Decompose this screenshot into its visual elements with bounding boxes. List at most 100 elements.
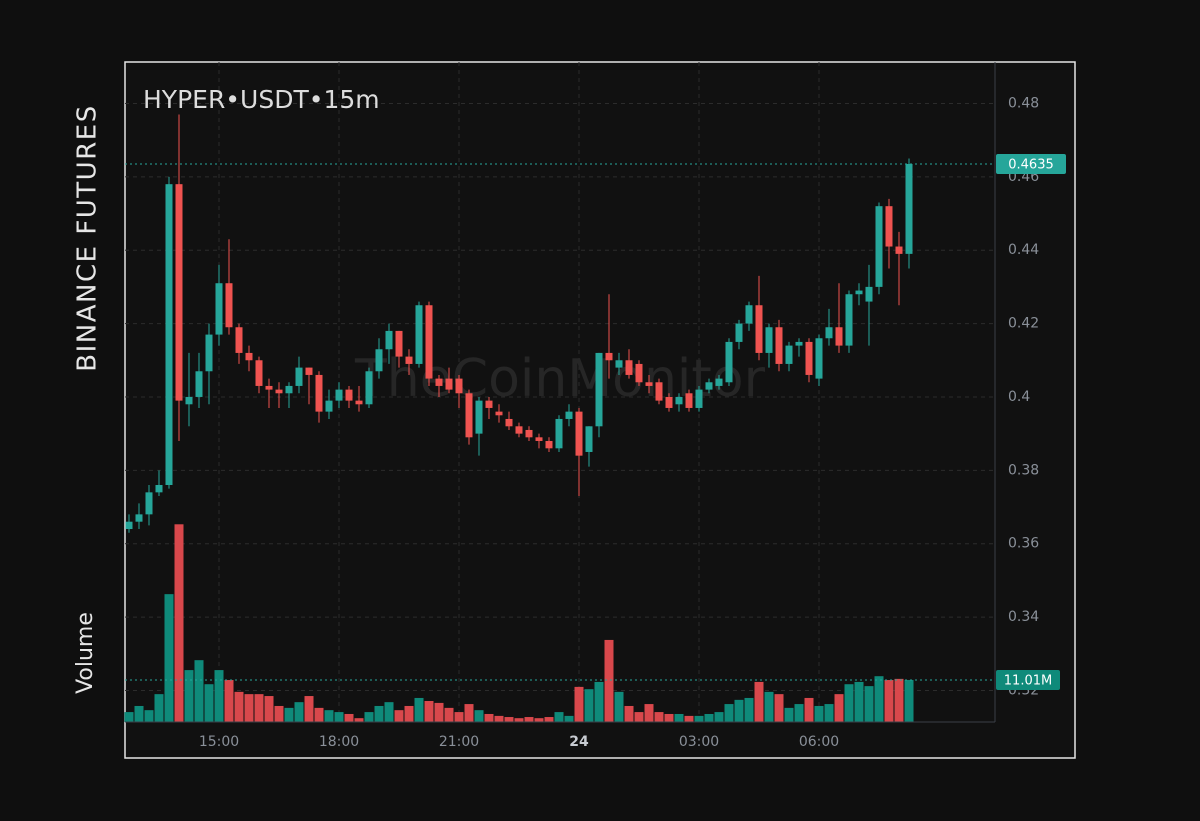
x-tick-label: 15:00 (199, 734, 239, 750)
volume-bar (624, 705, 634, 722)
volume-bar (854, 681, 864, 722)
candle-body (255, 360, 263, 386)
candle-body (175, 184, 183, 401)
volume-bar (834, 694, 844, 722)
candle-body (605, 352, 613, 361)
x-tick-label: 24 (569, 734, 589, 750)
volume-bar (294, 702, 304, 722)
volume-bar (524, 717, 534, 722)
volume-bar (744, 697, 754, 722)
candle-body (505, 418, 513, 427)
volume-bar (534, 718, 544, 722)
candle-body (655, 382, 663, 401)
y-tick-label: 0.38 (1008, 462, 1039, 478)
volume-bar (334, 712, 344, 722)
volume-bar (714, 712, 724, 722)
volume-bar (664, 713, 674, 722)
candle-body (575, 411, 583, 456)
candle-body (635, 363, 643, 383)
last-volume-label: 11.01M (1004, 673, 1052, 688)
volume-bar (674, 713, 684, 722)
candle-body (905, 163, 913, 254)
volume-bar (884, 680, 894, 722)
volume-bar (234, 691, 244, 722)
candle-body (865, 286, 873, 302)
candle-body (185, 396, 193, 405)
volume-bar (804, 697, 814, 722)
candle-body (735, 323, 743, 342)
volume-bar (774, 694, 784, 722)
volume-bar (544, 717, 554, 722)
volume-bar (604, 639, 614, 722)
candle-body (545, 440, 553, 449)
candle-body (345, 389, 353, 401)
candle-body (475, 400, 483, 434)
candle-body (445, 378, 453, 390)
volume-bar (324, 710, 334, 722)
volume-bar (724, 704, 734, 722)
candle-body (835, 327, 843, 346)
candle-body (375, 349, 383, 372)
volume-bar (214, 670, 224, 722)
volume-bar (304, 696, 314, 722)
volume-bar (634, 712, 644, 722)
candle-body (595, 352, 603, 427)
candle-body (645, 382, 653, 386)
y-tick-label: 0.44 (1008, 242, 1039, 258)
volume-bar (504, 717, 514, 722)
volume-bar (614, 691, 624, 722)
volume-bar (344, 713, 354, 722)
last-price-tag (996, 153, 1066, 174)
x-tick-label: 21:00 (439, 734, 479, 750)
x-tick-label: 18:00 (319, 734, 359, 750)
chart-title: HYPER•USDT•15m (143, 85, 380, 114)
candle-body (395, 330, 403, 357)
volume-bar (484, 713, 494, 722)
candle-body (745, 305, 753, 324)
y-tick-label: 0.34 (1008, 609, 1039, 625)
candle-body (235, 327, 243, 353)
last-price-label: 0.4635 (1008, 157, 1054, 172)
volume-bar (694, 715, 704, 722)
axes: 0.320.340.360.380.40.420.440.460.4815:00… (125, 95, 1066, 750)
volume-bar (224, 680, 234, 722)
candle-body (535, 437, 543, 441)
volume-bar (494, 715, 504, 722)
candle-body (165, 184, 173, 486)
volume-label: Volume (73, 612, 98, 694)
volume-bar (684, 715, 694, 722)
volume-bar (454, 712, 464, 722)
volume-bar (394, 710, 404, 722)
candle-body (875, 206, 883, 287)
candle-body (675, 396, 683, 405)
candle-body (565, 411, 573, 419)
volume-bar (404, 705, 414, 722)
y-tick-label: 0.36 (1008, 536, 1039, 552)
volume-bar (734, 699, 744, 722)
volume-bar (904, 679, 914, 722)
volume-bar (264, 696, 274, 722)
volume-bar (594, 681, 604, 722)
volume-bar (124, 712, 134, 722)
volume-bar (314, 707, 324, 722)
volume-bar (204, 684, 214, 722)
volume-bar (894, 678, 904, 722)
volume-bar (654, 712, 664, 722)
candle-body (335, 389, 343, 401)
candle-body (815, 338, 823, 379)
volume-bar (644, 704, 654, 722)
candle-body (705, 382, 713, 390)
candle-body (145, 492, 153, 515)
candle-body (765, 327, 773, 353)
candle-body (795, 341, 803, 346)
candle-body (695, 389, 703, 408)
candle-body (225, 283, 233, 328)
candle-body (885, 206, 893, 247)
volume-bar (844, 684, 854, 722)
candle-body (295, 367, 303, 386)
exchange-label: BINANCE FUTURES (73, 104, 103, 371)
volume-bar (134, 705, 144, 722)
volume-bar (254, 694, 264, 722)
candle-body (415, 305, 423, 364)
